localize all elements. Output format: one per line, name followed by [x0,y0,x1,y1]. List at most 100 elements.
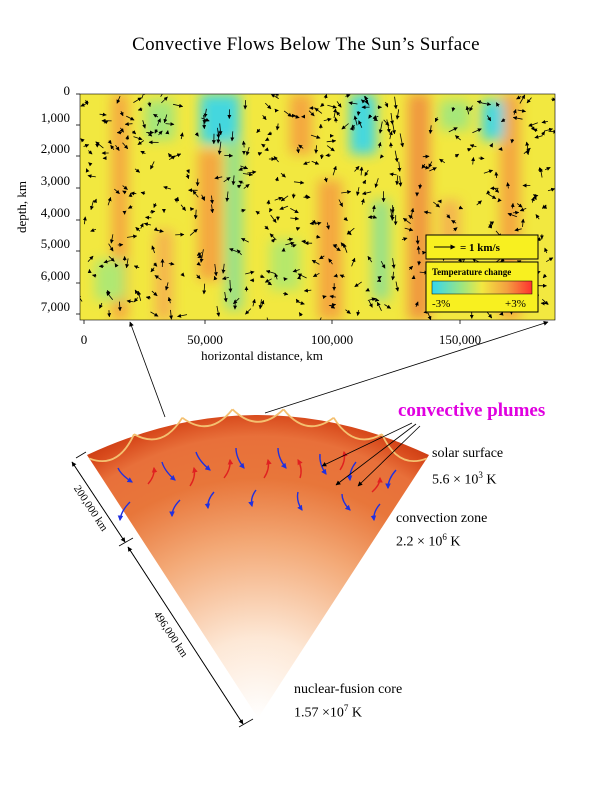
velocity-arrow [139,222,144,229]
velocity-arrow [517,108,526,113]
y-tick-label: 6,000 [41,268,70,283]
velocity-arrow [448,127,458,133]
velocity-arrow [267,281,272,286]
velocity-arrow [427,312,432,320]
velocity-arrow [377,275,382,280]
velocity-arrow [472,128,482,134]
velocity-arrow [292,268,300,273]
upflow-arrow [339,450,348,471]
velocity-arrow [408,265,413,271]
velocity-arrow [280,195,289,202]
velocity-arrow [197,254,203,259]
velocity-arrow [265,269,276,274]
velocity-arrow [469,105,474,112]
velocity-arrow [402,217,411,225]
velocity-arrow [93,198,97,204]
velocity-arrow [326,139,337,144]
velocity-arrow [481,102,492,106]
velocity-arrow [194,132,199,137]
velocity-arrow [340,242,346,248]
velocity-arrow [168,155,176,161]
velocity-arrow [395,109,400,120]
velocity-arrow [85,168,90,173]
velocity-arrow [338,199,343,207]
core-label: nuclear-fusion core [294,682,403,697]
velocity-arrow [356,111,361,116]
velocity-arrow [160,94,163,97]
velocity-arrow [469,144,477,148]
velocity-arrow [196,261,201,266]
velocity-arrow [540,301,549,306]
cell-edge [181,408,234,428]
velocity-arrow [354,165,360,172]
convection-cell-edges [88,408,428,463]
x-tick-label: 150,000 [439,332,481,347]
velocity-arrow [236,184,242,189]
velocity-arrow [283,291,289,296]
y-axis-label: depth, km [14,181,29,233]
velocity-arrow [255,210,260,215]
velocity-arrow [394,150,399,163]
velocity-arrow [297,275,302,280]
velocity-arrow [483,169,494,174]
velocity-arrow [231,175,236,186]
velocity-arrow [339,274,345,279]
velocity-arrow [228,279,233,293]
velocity-arrow [149,209,156,214]
y-tick-label: 3,000 [41,173,70,188]
velocity-arrow [489,221,495,226]
velocity-arrow [391,120,396,135]
x-tick-label: 100,000 [311,332,353,347]
downflow-arrow [117,467,133,483]
velocity-arrow [538,167,543,171]
velocity-arrow [529,123,536,131]
downflow-arrow [248,489,257,508]
velocity-arrow [314,107,323,114]
velocity-arrow [465,105,470,115]
velocity-arrow [351,124,356,129]
downflow-arrow [117,501,131,522]
velocity-arrow [360,99,366,104]
velocity-arrow [541,119,548,124]
velocity-arrow [548,129,555,134]
velocity-arrow [453,227,458,232]
velocity-arrow [223,177,231,183]
velocity-arrow [316,234,321,239]
velocity-arrow [216,305,221,317]
velocity-arrow [223,291,228,303]
velocity-arrow [145,295,151,300]
velocity-arrow [150,161,155,170]
velocity-arrow [348,101,358,106]
velocity-arrow [108,243,114,252]
y-tick-label: 1,000 [41,110,70,125]
velocity-arrow [142,120,146,129]
velocity-arrow [140,150,146,155]
velocity-arrow [92,273,97,278]
velocity-arrow [323,177,328,183]
velocity-arrow [362,191,372,196]
velocity-arrow [114,263,119,268]
velocity-arrow [408,214,414,220]
velocity-arrow [314,145,319,154]
velocity-arrow [290,208,299,214]
page-title: Convective Flows Below The Sun’s Surface [132,34,480,55]
velocity-arrow [265,317,270,320]
velocity-arrow [378,121,383,134]
velocity-arrow [165,122,175,127]
velocity-arrow [221,263,226,274]
velocity-arrow [311,160,320,165]
velocity-arrow [494,171,499,179]
velocity-arrow [163,185,172,190]
cell-edge [133,417,184,441]
velocity-arrow [414,301,419,307]
velocity-arrow [374,178,379,188]
velocity-arrow [269,233,277,241]
solar-surface-temp: 5.6 × 103 K [432,470,497,488]
velocity-arrow [264,147,269,152]
velocity-arrow [153,113,159,118]
x-tick-label: 50,000 [187,332,223,347]
velocity-arrow [328,303,337,308]
velocity-arrow [125,135,130,141]
velocity-arrow [251,298,256,307]
colorbar-max-label: +3% [505,298,526,310]
